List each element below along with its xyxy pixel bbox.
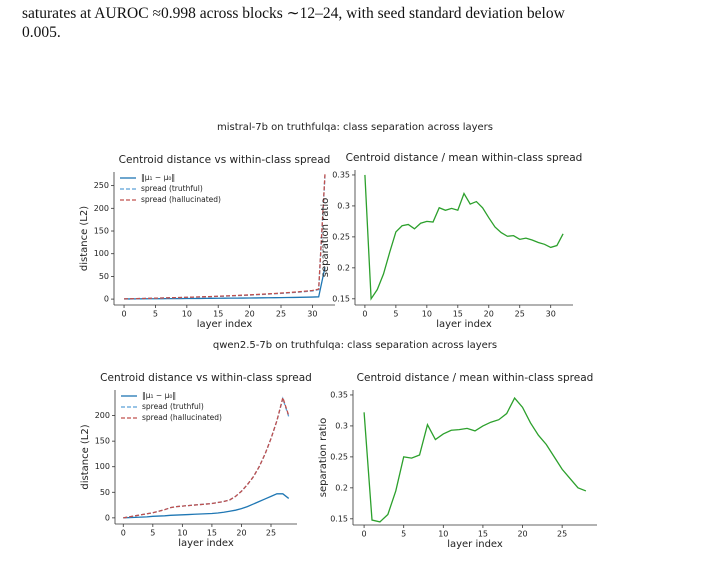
x-tick-label: 10 <box>438 530 448 539</box>
legend-label: ‖μ₁ − μ₀‖ <box>142 391 176 400</box>
y-tick-label: 0 <box>105 513 110 522</box>
x-tick-label: 20 <box>245 310 255 319</box>
x-tick-label: 25 <box>276 310 286 319</box>
x-tick-label: 25 <box>266 529 276 538</box>
x-tick-label: 5 <box>150 529 155 538</box>
x-tick-label: 30 <box>307 310 317 319</box>
x-axis-label: layer index <box>178 538 234 549</box>
x-tick-label: 0 <box>121 529 126 538</box>
series-line <box>124 267 326 300</box>
x-tick-label: 5 <box>153 310 158 319</box>
x-tick-label: 10 <box>422 310 432 319</box>
x-tick-label: 20 <box>517 530 527 539</box>
y-tick-label: 200 <box>95 411 110 420</box>
y-tick-label: 0.35 <box>330 390 348 399</box>
y-tick-label: 0.15 <box>332 294 350 303</box>
y-tick-label: 150 <box>94 227 109 236</box>
x-tick-label: 15 <box>213 310 223 319</box>
chart-title: Centroid distance / mean within-class sp… <box>346 152 583 164</box>
x-axis-label: layer index <box>447 539 503 550</box>
series-line <box>123 395 290 519</box>
y-tick-label: 150 <box>95 437 110 446</box>
x-tick-label: 30 <box>546 310 556 319</box>
y-axis-label: distance (L2) <box>79 206 90 271</box>
y-tick-label: 0 <box>104 295 109 304</box>
y-tick-label: 0.25 <box>330 452 348 461</box>
x-axis-label: layer index <box>436 319 492 330</box>
y-tick-label: 250 <box>94 181 109 190</box>
x-tick-label: 0 <box>121 310 126 319</box>
x-tick-label: 25 <box>557 530 567 539</box>
y-axis-label: separation ratio <box>318 418 329 497</box>
series-line <box>363 396 587 523</box>
y-tick-label: 0.15 <box>330 514 348 523</box>
y-tick-label: 0.25 <box>332 232 350 241</box>
x-tick-label: 15 <box>207 529 217 538</box>
y-tick-label: 0.35 <box>332 170 350 179</box>
series-line <box>364 174 564 301</box>
chart-title: Centroid distance / mean within-class sp… <box>357 372 594 384</box>
y-axis-label: separation ratio <box>320 198 331 277</box>
x-tick-label: 15 <box>453 310 463 319</box>
y-tick-label: 50 <box>99 272 109 281</box>
legend-label: spread (hallucinated) <box>142 413 222 422</box>
x-tick-label: 5 <box>401 530 406 539</box>
legend-label: spread (truthful) <box>142 402 204 411</box>
y-tick-label: 200 <box>94 204 109 213</box>
y-tick-label: 0.2 <box>335 483 348 492</box>
figure-title: mistral-7b on truthfulqa: class separati… <box>217 122 493 133</box>
chart-title: Centroid distance vs within-class spread <box>100 372 312 384</box>
x-tick-label: 5 <box>393 310 398 319</box>
y-tick-label: 0.3 <box>337 201 350 210</box>
figure-title: qwen2.5-7b on truthfulqa: class separati… <box>213 340 497 351</box>
x-tick-label: 0 <box>362 310 367 319</box>
legend-label: spread (truthful) <box>141 184 203 193</box>
paragraph-line: saturates at AUROC ≈0.998 across blocks … <box>22 5 565 22</box>
x-tick-label: 10 <box>182 310 192 319</box>
x-tick-label: 15 <box>478 530 488 539</box>
paragraph-line: 0.005. <box>22 24 61 41</box>
y-tick-label: 100 <box>94 249 109 258</box>
x-tick-label: 20 <box>484 310 494 319</box>
legend-label: spread (hallucinated) <box>141 195 221 204</box>
x-tick-label: 0 <box>362 530 367 539</box>
y-tick-label: 50 <box>100 488 110 497</box>
y-tick-label: 0.3 <box>335 421 348 430</box>
x-axis-label: layer index <box>197 319 253 330</box>
y-axis-label: distance (L2) <box>80 424 91 489</box>
series-line <box>124 174 326 300</box>
chart-title: Centroid distance vs within-class spread <box>119 154 331 166</box>
y-tick-label: 100 <box>95 462 110 471</box>
y-tick-label: 0.2 <box>337 263 350 272</box>
x-tick-label: 20 <box>236 529 246 538</box>
x-tick-label: 10 <box>177 529 187 538</box>
series-line <box>123 493 290 519</box>
legend-label: ‖μ₁ − μ₀‖ <box>141 173 175 182</box>
x-tick-label: 25 <box>515 310 525 319</box>
